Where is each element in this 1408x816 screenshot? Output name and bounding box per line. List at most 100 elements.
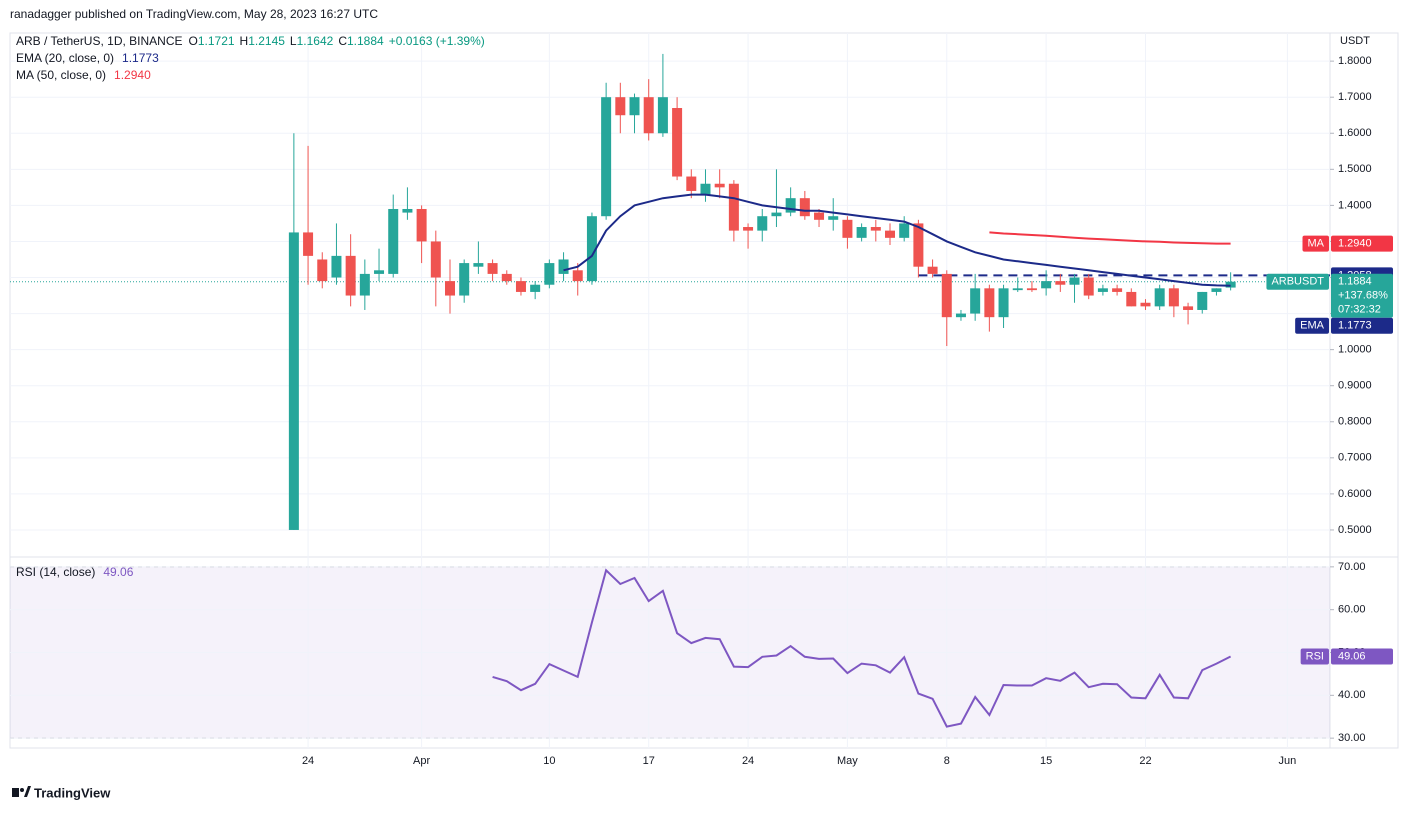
legend-value: 49.06 — [103, 565, 133, 579]
candle-body — [487, 263, 498, 274]
candle-body — [1097, 288, 1108, 292]
series-tag-text: EMA — [1300, 320, 1325, 332]
x-tick-label: Apr — [413, 755, 430, 767]
candle-body — [544, 263, 555, 285]
candle-body — [501, 273, 512, 282]
indicator-line — [563, 193, 1231, 287]
indicator-line — [492, 568, 1232, 728]
candle-body — [572, 270, 583, 282]
candle-body — [842, 219, 853, 238]
candle-body — [771, 212, 782, 217]
candle-body — [629, 97, 640, 116]
legend-name: RSI (14, close) — [16, 565, 95, 579]
candle-body — [856, 227, 867, 238]
series-tag — [1295, 317, 1329, 334]
y-tick-label: 0.8000 — [1338, 416, 1372, 428]
legend-ohlc-value: 1.1721 — [198, 34, 235, 48]
indicator-line — [989, 231, 1231, 245]
candle-body — [515, 281, 526, 292]
candle-body — [1225, 281, 1236, 288]
legend-value: 1.2940 — [114, 68, 151, 82]
y-tick-label: 0.9000 — [1338, 380, 1372, 392]
candle-body — [870, 227, 881, 231]
y-tick-label: 1.7000 — [1338, 91, 1372, 103]
series-tag — [1266, 273, 1329, 290]
candle-body — [530, 284, 541, 292]
candle-body — [288, 232, 299, 530]
legend-ohlc-key: O — [189, 34, 198, 48]
candle-body — [785, 198, 796, 213]
candle-body — [1183, 306, 1194, 310]
candle-body — [1168, 288, 1179, 307]
x-tick-label: 24 — [302, 755, 314, 767]
candle-body — [1154, 288, 1165, 307]
candle-body — [1012, 288, 1023, 291]
price-badge-text: 1.1884 — [1338, 276, 1372, 288]
legend-ohlc-key: C — [338, 34, 347, 48]
candle-body — [1041, 281, 1052, 289]
series-tag-text: MA — [1308, 238, 1325, 250]
candle-body — [402, 208, 413, 213]
candle-body — [303, 232, 314, 256]
candle-body — [416, 208, 427, 242]
candle-body — [601, 97, 612, 217]
candle-body — [1197, 291, 1208, 310]
x-tick-label: 8 — [944, 755, 950, 767]
legend-name: MA (50, close, 0) — [16, 68, 106, 82]
candle-body — [1083, 277, 1094, 296]
price-badge-text: 1.1773 — [1338, 320, 1372, 332]
candle-body — [359, 273, 370, 296]
candle-body — [899, 223, 910, 238]
x-tick-label: 22 — [1139, 755, 1151, 767]
candle-body — [388, 208, 399, 274]
price-badge — [1331, 317, 1393, 334]
candle-body — [799, 198, 810, 217]
candle-body — [1112, 288, 1123, 292]
candle-body — [643, 97, 654, 134]
candle-body — [1140, 302, 1151, 307]
y-tick-label: 1.5000 — [1338, 163, 1372, 175]
price-axis-unit: USDT — [1340, 35, 1370, 47]
x-tick-label: May — [837, 755, 858, 767]
candle-body — [430, 241, 441, 278]
x-tick-label: 17 — [643, 755, 655, 767]
candle-body — [970, 288, 981, 314]
x-tick-label: 10 — [543, 755, 555, 767]
y-tick-label: 0.7000 — [1338, 452, 1372, 464]
y-tick-label: 1.4000 — [1338, 199, 1372, 211]
candle-body — [714, 183, 725, 188]
candle-body — [459, 263, 470, 296]
price-badge-text: 07:32:32 — [1338, 304, 1381, 316]
x-tick-label: 24 — [742, 755, 754, 767]
y-tick-label: 1.0000 — [1338, 344, 1372, 356]
candle-body — [927, 266, 938, 274]
price-badge-text: 1.2940 — [1338, 238, 1372, 250]
y-tick-label: 1.8000 — [1338, 55, 1372, 67]
candle-body — [473, 263, 484, 267]
y-tick-label: 1.6000 — [1338, 127, 1372, 139]
series-tag — [1302, 235, 1329, 252]
legend-ohlc-value: 1.1884 — [347, 34, 384, 48]
y-tick-label: 0.6000 — [1338, 488, 1372, 500]
legend-ohlc-key: L — [290, 34, 297, 48]
candle-body — [984, 288, 995, 318]
candle-body — [1055, 281, 1066, 285]
legend-ohlc-key: H — [240, 34, 249, 48]
candle-body — [885, 230, 895, 238]
price-badge-text: +137.68% — [1338, 290, 1388, 302]
candle-body — [955, 313, 966, 318]
legend-name: EMA (20, close, 0) — [16, 51, 114, 65]
header: ranadagger published on TradingView.com,… — [10, 7, 378, 21]
price-badge-text: 49.06 — [1338, 650, 1366, 662]
candle-body — [558, 259, 569, 274]
series-tag — [1300, 648, 1329, 665]
price-badge — [1331, 235, 1393, 252]
candle-body — [1211, 288, 1222, 292]
candle-body — [700, 183, 711, 195]
candle-body — [814, 212, 825, 220]
y-tick-label: 60.00 — [1338, 604, 1366, 616]
candle-body — [345, 255, 356, 296]
footer-brand: TradingView — [34, 785, 111, 800]
